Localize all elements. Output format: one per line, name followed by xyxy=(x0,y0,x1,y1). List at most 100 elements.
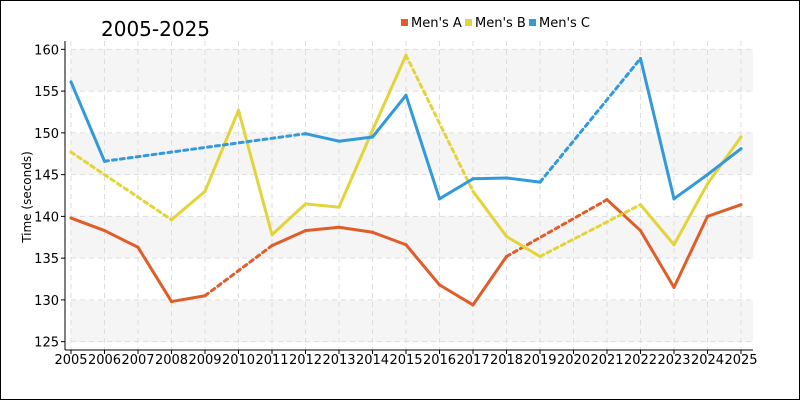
series-gap-segment xyxy=(69,150,173,222)
legend-swatch xyxy=(529,19,536,26)
y-tick-label: 150 xyxy=(34,127,59,142)
data-point xyxy=(136,245,140,249)
data-point xyxy=(505,176,508,180)
x-tick-label: 2007 xyxy=(121,353,154,368)
data-point xyxy=(538,254,542,258)
y-tick-label: 135 xyxy=(34,252,59,267)
series-segment xyxy=(270,229,307,248)
data-point xyxy=(170,218,173,222)
data-point xyxy=(505,234,508,238)
series-gap-segment xyxy=(103,132,307,163)
x-tick-label: 2016 xyxy=(423,353,456,368)
x-tick-label: 2015 xyxy=(389,353,422,368)
data-point xyxy=(69,150,73,154)
x-tick-label: 2020 xyxy=(557,353,590,368)
x-tick-label: 2006 xyxy=(88,353,121,368)
x-tick-label: 2013 xyxy=(322,353,355,368)
axes xyxy=(64,41,753,351)
series-segment xyxy=(337,135,374,143)
series-segment xyxy=(404,243,441,287)
x-tick-label: 2014 xyxy=(356,353,389,368)
series-segment xyxy=(639,203,676,247)
series-2 xyxy=(69,53,743,258)
data-point xyxy=(438,197,441,201)
data-point xyxy=(672,285,676,289)
data-point xyxy=(203,189,207,193)
data-point xyxy=(371,128,374,132)
data-point xyxy=(337,225,341,229)
data-point xyxy=(471,303,475,307)
data-point xyxy=(639,57,642,61)
data-point xyxy=(69,216,73,220)
series-segment xyxy=(304,132,341,143)
y-tick-label: 160 xyxy=(34,43,59,58)
x-tick-label: 2019 xyxy=(523,353,556,368)
data-point xyxy=(672,197,676,201)
series-segment xyxy=(371,93,408,139)
data-point xyxy=(739,147,743,151)
series-segment xyxy=(706,147,743,177)
data-point xyxy=(438,283,441,287)
x-tick-label: 2010 xyxy=(222,353,255,368)
data-point xyxy=(237,108,240,112)
legend-label: Men's B xyxy=(475,16,526,31)
data-point xyxy=(404,93,408,97)
series-segment xyxy=(639,229,676,289)
y-tick-label: 125 xyxy=(34,336,59,351)
series-segment xyxy=(438,283,475,307)
series-segment xyxy=(136,245,173,304)
data-point xyxy=(404,53,408,57)
data-point xyxy=(404,243,408,247)
data-point xyxy=(605,198,609,202)
series-lines xyxy=(69,53,743,307)
data-point xyxy=(639,203,642,207)
y-tick-label: 155 xyxy=(34,85,59,100)
series-gap-segment xyxy=(203,244,274,298)
data-point xyxy=(304,132,307,136)
data-point xyxy=(706,214,709,218)
data-point xyxy=(538,180,542,184)
series-segment xyxy=(170,189,207,222)
x-tick-label: 2023 xyxy=(657,353,690,368)
series-segment xyxy=(337,128,374,209)
data-point xyxy=(304,202,307,206)
series-segment xyxy=(270,202,307,237)
x-tick-label: 2012 xyxy=(289,353,322,368)
series-gap-segment xyxy=(404,53,475,193)
series-segment xyxy=(438,177,475,201)
series-segment xyxy=(371,53,408,132)
data-point xyxy=(304,229,307,233)
data-point xyxy=(103,159,106,163)
y-tick-label: 140 xyxy=(34,210,59,225)
series-segment xyxy=(471,189,508,238)
x-tick-label: 2017 xyxy=(456,353,489,368)
data-point xyxy=(471,189,475,193)
y-tick-label: 130 xyxy=(34,294,59,309)
legend-label: Men's C xyxy=(539,16,590,31)
data-point xyxy=(270,233,274,237)
series-segment xyxy=(505,176,542,184)
data-point xyxy=(69,80,73,84)
data-point xyxy=(203,294,207,298)
data-point xyxy=(706,182,709,186)
series-segment xyxy=(304,202,341,209)
y-tick-label: 145 xyxy=(34,169,59,184)
data-point xyxy=(739,203,743,207)
series-segment xyxy=(337,225,374,234)
series-segment xyxy=(203,108,240,193)
series-segment xyxy=(304,225,341,233)
series-segment xyxy=(672,182,709,247)
series-segment xyxy=(237,108,274,237)
data-point xyxy=(739,135,743,139)
series-segment xyxy=(605,198,642,233)
series-segment xyxy=(672,214,709,289)
y-axis-label: Time (seconds) xyxy=(20,151,34,244)
data-point xyxy=(103,229,106,233)
x-tick-label: 2022 xyxy=(624,353,657,368)
series-segment xyxy=(672,173,709,201)
series-segment xyxy=(170,294,207,304)
data-point xyxy=(270,244,274,248)
series-segment xyxy=(103,229,140,249)
